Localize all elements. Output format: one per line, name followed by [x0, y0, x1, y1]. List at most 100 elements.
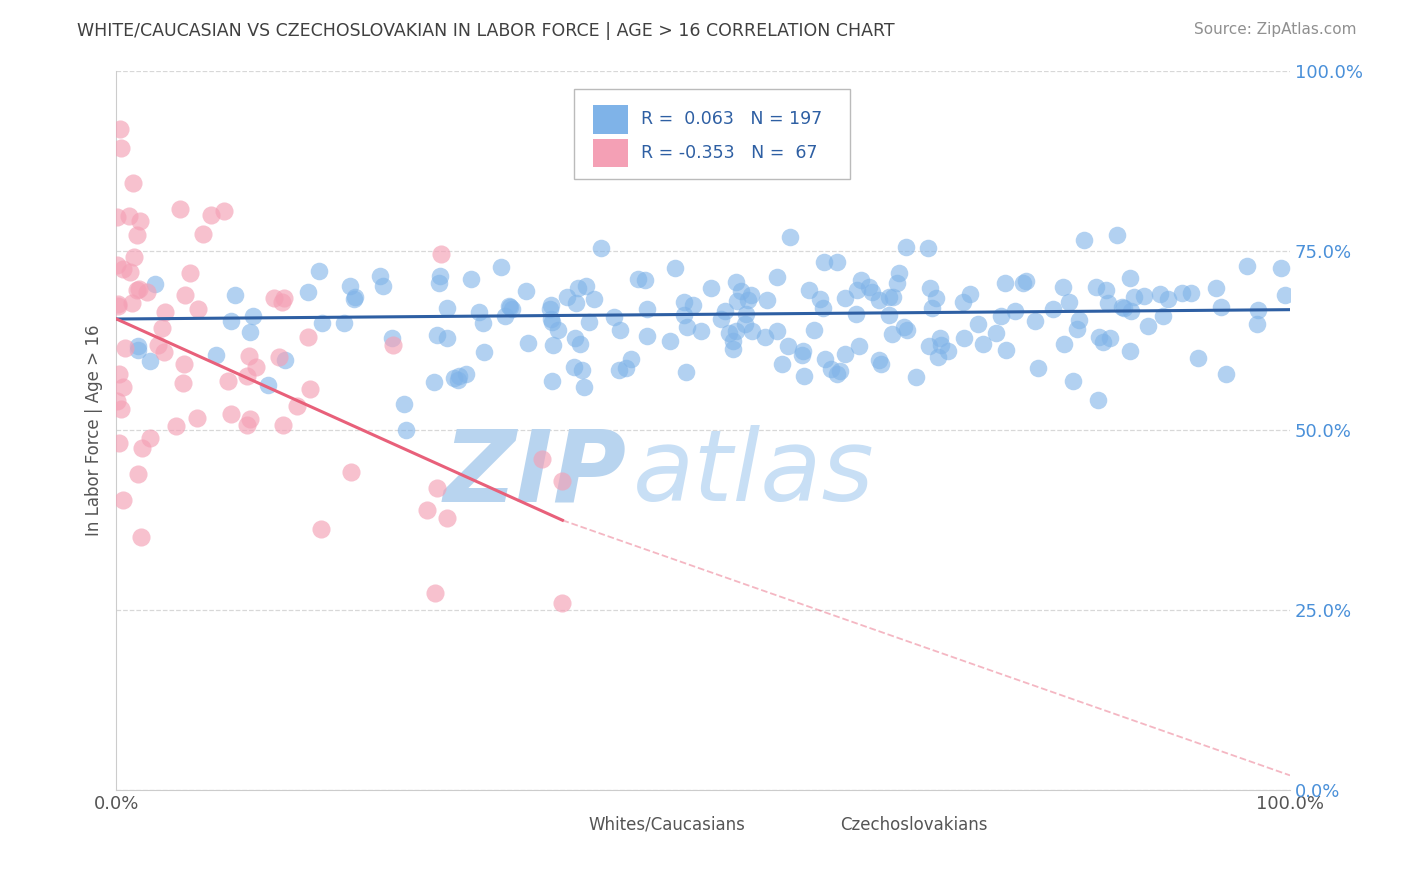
Point [443, 371, 465, 385]
Point [501, 302, 523, 317]
Point [820, 362, 842, 376]
Point [921, 301, 943, 315]
Point [148, 338, 170, 352]
Text: atlas: atlas [633, 425, 875, 522]
Point [714, 304, 737, 318]
Point [928, 331, 950, 345]
Point [270, 295, 292, 310]
Point [179, 266, 201, 280]
Point [1119, 271, 1142, 285]
Point [309, 521, 332, 535]
Point [779, 229, 801, 244]
Point [1012, 276, 1035, 290]
Point [381, 331, 404, 345]
Point [105, 258, 128, 272]
Point [538, 301, 561, 316]
Point [723, 342, 745, 356]
Point [395, 424, 418, 438]
Point [1209, 300, 1232, 314]
Point [214, 203, 236, 218]
Point [271, 418, 294, 433]
Point [1092, 335, 1115, 350]
Point [120, 265, 142, 279]
Point [368, 269, 391, 284]
Point [953, 331, 976, 345]
Point [893, 320, 915, 334]
Point [172, 376, 194, 390]
Point [551, 474, 574, 488]
Point [905, 370, 928, 384]
Text: WHITE/CAUCASIAN VS CZECHOSLOVAKIAN IN LABOR FORCE | AGE > 16 CORRELATION CHART: WHITE/CAUCASIAN VS CZECHOSLOVAKIAN IN LA… [77, 22, 896, 40]
Point [121, 296, 143, 310]
Point [105, 393, 128, 408]
Point [494, 309, 516, 323]
Point [205, 348, 228, 362]
Point [472, 344, 495, 359]
Point [165, 418, 187, 433]
Point [371, 279, 394, 293]
Point [636, 302, 658, 317]
Point [724, 276, 747, 290]
Point [672, 308, 695, 322]
Point [456, 367, 478, 381]
Point [990, 309, 1012, 323]
Point [308, 263, 330, 277]
Point [734, 317, 756, 331]
Point [555, 290, 578, 304]
Point [460, 272, 482, 286]
Point [1119, 343, 1142, 358]
Point [541, 315, 564, 329]
Point [263, 291, 285, 305]
Point [187, 301, 209, 316]
Point [827, 254, 849, 268]
Point [297, 330, 319, 344]
Point [1073, 233, 1095, 247]
Point [614, 361, 637, 376]
Point [562, 360, 585, 375]
Point [217, 374, 239, 388]
Point [741, 325, 763, 339]
Point [173, 358, 195, 372]
Point [790, 348, 813, 362]
Point [886, 277, 908, 291]
Point [578, 315, 600, 329]
Point [877, 290, 900, 304]
Point [121, 176, 143, 190]
FancyBboxPatch shape [593, 105, 628, 134]
Point [1042, 301, 1064, 316]
Point [107, 296, 129, 310]
Point [110, 121, 132, 136]
Point [267, 350, 290, 364]
Point [1152, 310, 1174, 324]
Point [343, 290, 366, 304]
Point [516, 336, 538, 351]
Point [540, 298, 562, 312]
Point [565, 296, 588, 310]
Point [938, 343, 960, 358]
Point [340, 466, 363, 480]
Point [690, 324, 713, 338]
Point [468, 305, 491, 319]
Point [1180, 286, 1202, 301]
Point [672, 295, 695, 310]
Point [186, 411, 208, 425]
Point [918, 339, 941, 353]
Point [427, 276, 450, 290]
Point [830, 364, 852, 378]
Point [1087, 330, 1109, 344]
Point [447, 369, 470, 384]
Point [1119, 303, 1142, 318]
Point [636, 329, 658, 343]
Point [498, 299, 520, 313]
Point [607, 362, 630, 376]
Point [242, 309, 264, 323]
Point [219, 407, 242, 421]
Point [1084, 280, 1107, 294]
Point [547, 323, 569, 337]
Point [619, 351, 641, 366]
Point [814, 352, 837, 367]
Point [1004, 303, 1026, 318]
Point [730, 284, 752, 298]
Point [531, 451, 554, 466]
Text: R = -0.353   N =  67: R = -0.353 N = 67 [641, 144, 817, 162]
